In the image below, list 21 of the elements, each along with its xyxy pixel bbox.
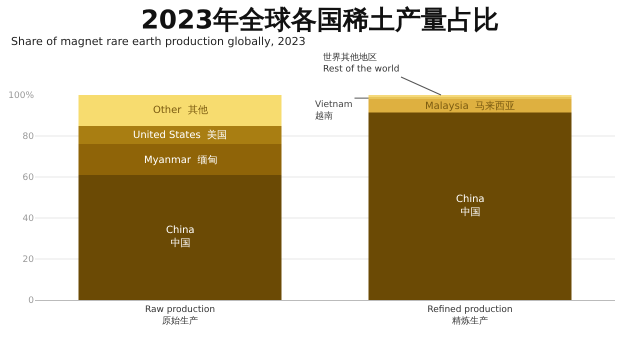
y-tick-label: 40	[22, 214, 34, 224]
y-tick-label: 80	[22, 132, 34, 142]
chart-title: 2023年全球各国稀土产量占比	[140, 5, 500, 36]
bar	[78, 144, 282, 175]
series-label: Myanmar 缅甸	[144, 154, 218, 166]
text: 世界其他地区 Rest of the world	[323, 52, 400, 75]
text: China 中国	[456, 194, 485, 218]
chart-subtitle: Share of magnet rare earth production globally, 2023	[11, 35, 306, 48]
x-tick-label: Raw production 原始生产	[144, 304, 216, 326]
bar	[78, 95, 282, 126]
series-label: China 中国	[166, 225, 195, 249]
series-label: United States 美国	[133, 129, 228, 141]
x-tick-label: Refined production 精炼生产	[427, 304, 513, 326]
y-tick-label: 100%	[8, 91, 34, 102]
y-tick-label: 20	[22, 255, 34, 266]
series-label: Other 其他	[153, 104, 208, 116]
series-label: Vietnam 越南	[315, 100, 353, 122]
y-tick-label: 60	[22, 173, 34, 184]
series-label: Malaysia 马来西亚	[425, 100, 516, 112]
y-tick-label: 0	[28, 296, 34, 306]
bar	[78, 174, 282, 300]
